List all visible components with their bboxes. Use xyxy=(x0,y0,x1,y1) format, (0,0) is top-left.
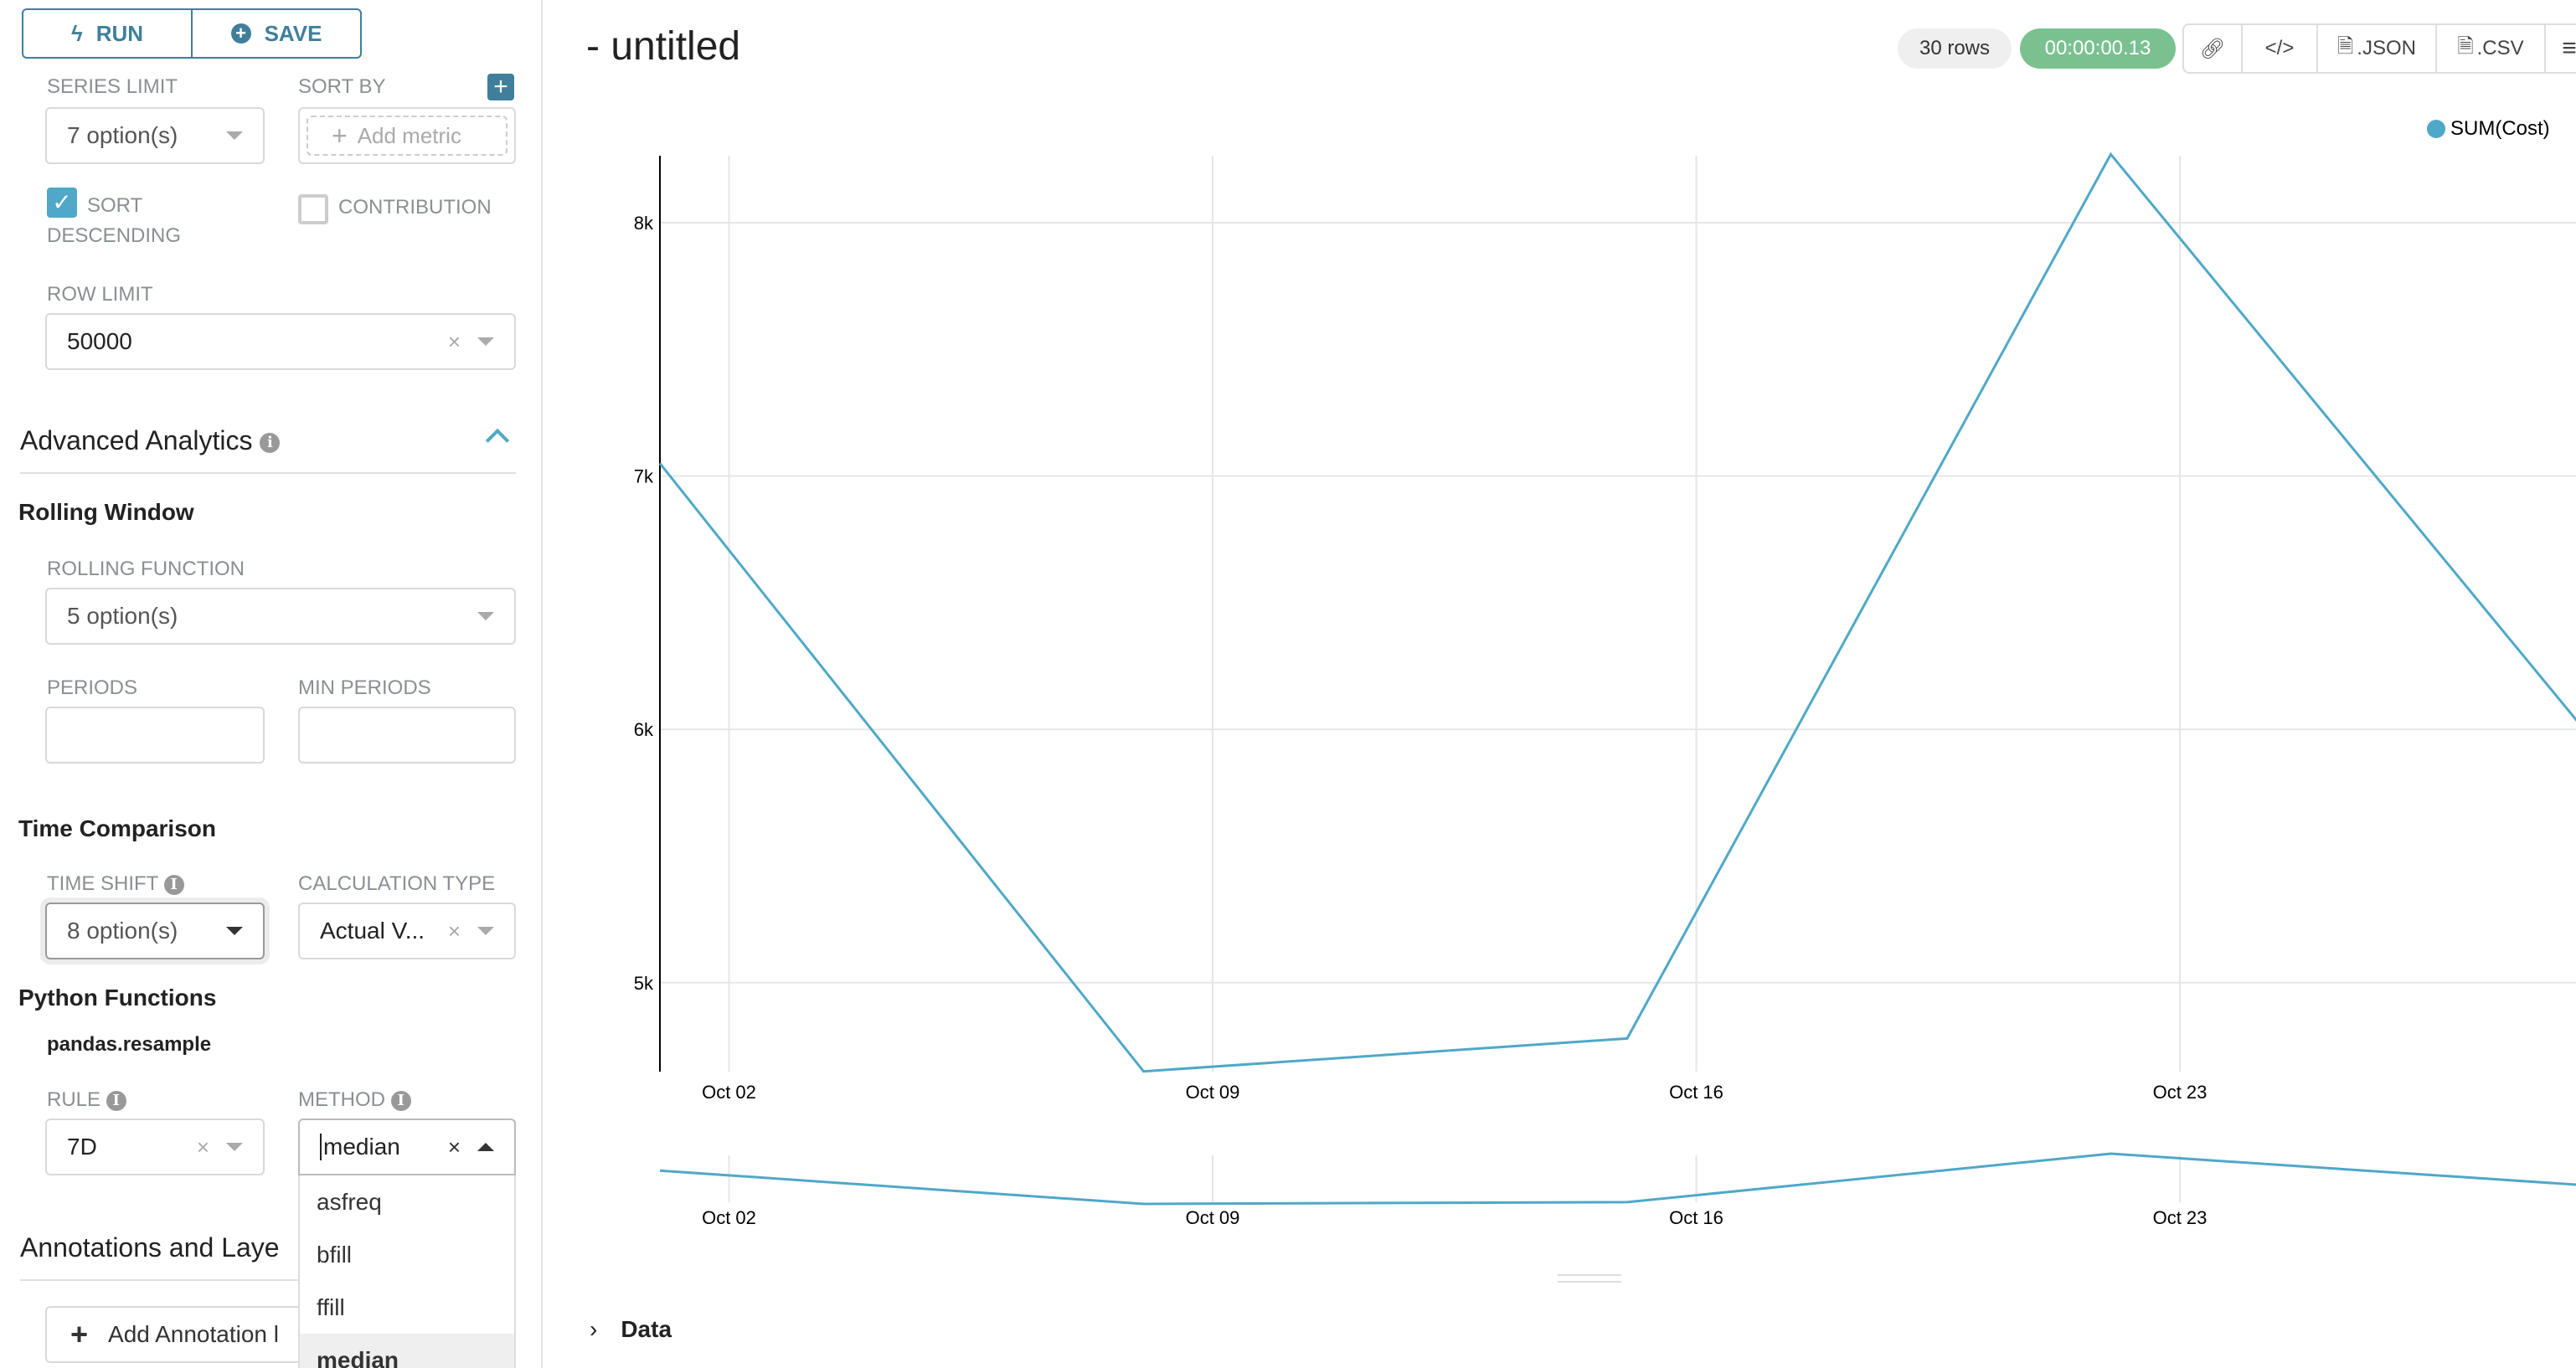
series-limit-label: SERIES LIMIT xyxy=(47,75,178,98)
rolling-function-select[interactable]: 5 option(s) xyxy=(45,588,516,645)
info-icon: i xyxy=(260,432,281,453)
python-functions-title: Python Functions xyxy=(18,985,217,1011)
export-csv-button[interactable]: 🗎 .CSV xyxy=(2437,25,2546,72)
caret-up-icon[interactable] xyxy=(477,1143,494,1151)
brush-x-tick-label: Oct 23 xyxy=(2153,1207,2208,1228)
file-text-icon: 🗎 xyxy=(2457,34,2474,58)
caret-down-icon xyxy=(226,927,243,935)
embed-code-button[interactable]: </> xyxy=(2243,25,2318,72)
chevron-right-icon: › xyxy=(590,1316,598,1342)
add-sort-button[interactable]: + xyxy=(487,74,514,100)
dropdown-option[interactable]: asfreq xyxy=(317,1188,382,1215)
hamburger-icon: ≡ xyxy=(2562,34,2576,62)
add-metric-button[interactable]: + Add metric xyxy=(307,116,507,156)
brush-x-tick-label: Oct 16 xyxy=(1669,1207,1723,1228)
clear-icon[interactable]: × xyxy=(447,328,461,354)
sort-descending-label: SORT DESCENDING xyxy=(47,194,182,247)
legend-dot-icon xyxy=(2427,120,2445,138)
periods-label: PERIODS xyxy=(47,676,138,699)
info-icon: i xyxy=(163,874,184,895)
file-code-icon: 🗎 xyxy=(2337,34,2354,58)
x-tick-label: Oct 02 xyxy=(702,1082,756,1103)
clear-icon[interactable]: × xyxy=(447,1134,461,1160)
run-button[interactable]: ϟ RUN xyxy=(23,10,193,57)
export-json-button[interactable]: 🗎 .JSON xyxy=(2318,25,2437,72)
rolling-window-title: Rolling Window xyxy=(18,499,194,525)
pandas-resample-label: pandas.resample xyxy=(47,1033,212,1056)
sort-descending-checkbox[interactable]: ✓ xyxy=(47,188,77,218)
clear-icon[interactable]: × xyxy=(196,1134,209,1160)
x-tick-label: Oct 16 xyxy=(1669,1082,1723,1103)
plus-icon: + xyxy=(70,1317,89,1351)
sort-by-field[interactable]: + Add metric xyxy=(298,107,516,164)
plus-circle-icon: + xyxy=(230,23,251,44)
control-panel: ϟ RUN + SAVE SERIES LIMIT 7 option(s) SORT… xyxy=(0,0,543,1368)
contribution-label: CONTRIBUTION xyxy=(338,196,492,219)
run-save-group: ϟ RUN + SAVE xyxy=(22,8,362,59)
link-icon: 🔗︎ xyxy=(2199,37,2226,60)
caret-down-icon xyxy=(477,337,494,346)
contribution-checkbox[interactable] xyxy=(298,194,328,224)
info-icon: i xyxy=(106,1090,126,1111)
dropdown-option-selected[interactable]: median xyxy=(300,1334,514,1368)
caret-down-icon xyxy=(226,1143,243,1151)
clear-icon[interactable]: × xyxy=(447,918,461,944)
sort-by-label: SORT BY xyxy=(298,75,386,98)
time-shift-select[interactable]: 8 option(s) xyxy=(45,903,265,959)
calculation-type-select[interactable]: Actual V... × xyxy=(298,903,516,959)
y-tick-label: 7k xyxy=(634,466,654,487)
code-icon: </> xyxy=(2264,37,2295,59)
caret-down-icon xyxy=(477,927,494,935)
row-limit-label: ROW LIMIT xyxy=(47,283,153,306)
series-line xyxy=(658,152,2576,1073)
caret-down-icon xyxy=(477,612,494,620)
y-tick-label: 8k xyxy=(634,213,654,234)
brush-series-line xyxy=(659,1152,2576,1206)
time-shift-label: TIME SHIFT i xyxy=(47,872,184,896)
add-annotation-layer-button[interactable]: + Add Annotation l xyxy=(45,1306,380,1363)
row-count-badge: 30 rows xyxy=(1898,28,2012,69)
data-section-toggle[interactable]: › Data xyxy=(590,1316,672,1342)
periods-input[interactable] xyxy=(45,707,265,764)
save-button[interactable]: + SAVE xyxy=(193,10,360,57)
annotations-header[interactable]: Annotations and Laye xyxy=(20,1232,280,1263)
chevron-up-icon[interactable] xyxy=(485,428,510,453)
dropdown-option[interactable]: bfill xyxy=(317,1241,353,1268)
info-icon: i xyxy=(390,1090,411,1111)
series-limit-select[interactable]: 7 option(s) xyxy=(45,107,265,164)
min-periods-label: MIN PERIODS xyxy=(298,676,431,699)
query-duration-badge: 00:00:00.13 xyxy=(2020,28,2176,69)
method-select[interactable]: median × xyxy=(298,1119,516,1175)
calculation-type-label: CALCULATION TYPE xyxy=(298,872,496,895)
dropdown-option[interactable]: ffill xyxy=(317,1293,345,1320)
row-limit-select[interactable]: 50000 × xyxy=(45,313,516,370)
link-button[interactable]: 🔗︎ xyxy=(2184,25,2243,72)
min-periods-input[interactable] xyxy=(298,707,516,764)
x-tick-label: Oct 09 xyxy=(1186,1082,1240,1103)
method-label: METHOD i xyxy=(298,1088,411,1112)
plus-icon: + xyxy=(332,120,348,151)
legend-item[interactable]: SUM(Cost) xyxy=(2427,117,2550,141)
brush-x-tick-label: Oct 09 xyxy=(1186,1207,1240,1228)
rolling-function-label: ROLLING FUNCTION xyxy=(47,558,245,580)
rule-label: RULE i xyxy=(47,1088,126,1112)
more-menu-button[interactable]: ≡ xyxy=(2546,25,2576,72)
divider xyxy=(20,1279,516,1281)
brush-x-tick-label: Oct 02 xyxy=(702,1207,756,1228)
time-comparison-title: Time Comparison xyxy=(18,815,216,841)
rule-select[interactable]: 7D × xyxy=(45,1119,265,1175)
chart-title[interactable]: - untitled xyxy=(586,24,741,69)
caret-down-icon xyxy=(226,131,243,140)
x-tick-label: Oct 23 xyxy=(2153,1082,2208,1103)
divider xyxy=(20,472,516,474)
bolt-icon: ϟ xyxy=(70,20,83,46)
chart-actions-toolbar: 🔗︎ </> 🗎 .JSON 🗎 .CSV ≡ xyxy=(2182,23,2576,74)
method-dropdown-menu: asfreq bfill ffill median xyxy=(298,1175,516,1368)
resize-handle[interactable] xyxy=(1558,1274,1621,1283)
advanced-analytics-header[interactable]: Advanced Analytics i xyxy=(20,425,281,456)
y-tick-label: 6k xyxy=(634,719,654,740)
y-tick-label: 5k xyxy=(634,973,654,994)
